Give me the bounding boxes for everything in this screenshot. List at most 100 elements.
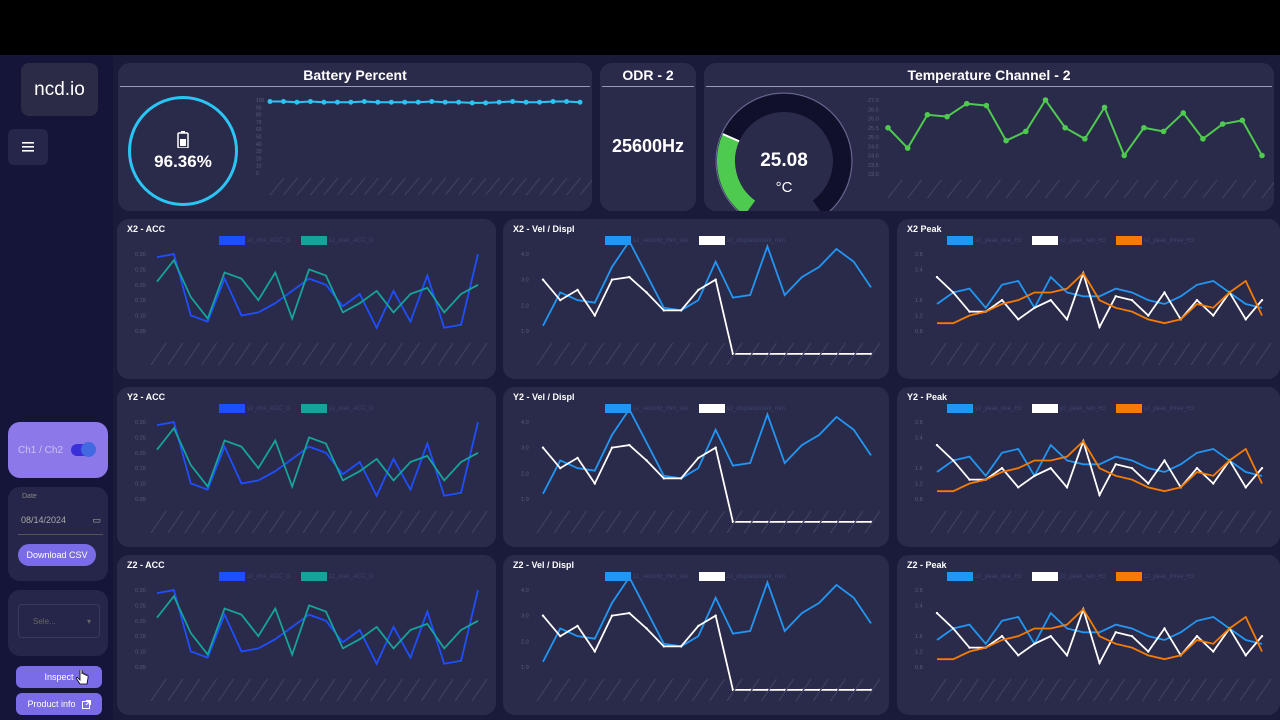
- series-point: [662, 477, 666, 480]
- legend-swatch: [300, 572, 327, 581]
- y-tick-label: 2.4: [915, 267, 923, 273]
- y-tick-label: 1.0: [521, 665, 529, 671]
- download-csv-button[interactable]: Download CSV: [18, 544, 96, 566]
- series-line: [156, 594, 479, 658]
- x-tick-label: [1084, 179, 1100, 199]
- x-tick-label: [778, 678, 795, 702]
- inspect-button[interactable]: Inspect: [16, 666, 102, 688]
- x-tick-label: [420, 342, 437, 366]
- channel-toggle-switch[interactable]: [71, 442, 97, 457]
- line-chart: 2.8 2.4 1.6 1.2 0.8: [915, 420, 1272, 534]
- y-tick-label: 20: [256, 156, 262, 162]
- menu-button[interactable]: [8, 129, 48, 165]
- line-chart: 4.0 3.0 2.0 1.0: [521, 239, 881, 366]
- legend-item[interactable]: z2_peak_two_Hz: [1031, 572, 1106, 581]
- series-line: [937, 607, 1263, 661]
- legend-item[interactable]: z2_max_ACC_G: [300, 572, 374, 581]
- x-tick-label: [657, 342, 674, 366]
- x-tick-label: [864, 510, 881, 534]
- x-tick-label: [1027, 342, 1045, 366]
- legend-swatch: [219, 236, 245, 245]
- series-point: [628, 275, 631, 279]
- x-tick-label: [1060, 678, 1077, 702]
- x-tick-label: [864, 342, 881, 366]
- legend-item[interactable]: y2_peak_two_Hz: [1031, 404, 1106, 413]
- temperature-point: [1160, 128, 1167, 135]
- x-tick-label: [1157, 342, 1175, 366]
- legend-item[interactable]: z2_velocity_mm_sec: [605, 572, 689, 581]
- series-point: [1147, 650, 1150, 653]
- legend-item[interactable]: z2_displacement_mm: [698, 572, 785, 581]
- x-tick-label: [403, 510, 420, 534]
- temperature-point: [1082, 136, 1088, 142]
- legend-swatch: [1115, 236, 1142, 245]
- x-tick-label: [1104, 179, 1120, 199]
- x-tick-label: [1044, 342, 1061, 366]
- x-tick-label: [302, 678, 319, 702]
- legend-item[interactable]: y2_peak_three_Hz: [1115, 404, 1194, 413]
- legend-item[interactable]: x2_peak_two_Hz: [1031, 236, 1106, 245]
- y-tick-label: 0: [256, 171, 259, 177]
- x-tick-label: [350, 177, 366, 196]
- legend-label: x2_peak_three_Hz: [1143, 237, 1195, 244]
- legend-item[interactable]: y2_max_ACC_G: [300, 404, 374, 413]
- y-tick-label: 0.15: [135, 298, 146, 304]
- legend-item[interactable]: y2_peak_one_Hz: [947, 404, 1022, 413]
- legend-item[interactable]: y2_velocity_mm_sec: [605, 404, 689, 413]
- sidebar: ncd.io Ch1 / Ch2 Date 08/14/2024 ▭ Downl…: [0, 55, 113, 720]
- z2-vel-chart-card: Z2 - Vel / Displ z2_velocity_mm_sec z2_dis…: [503, 555, 889, 715]
- series-point: [559, 634, 562, 638]
- legend-item[interactable]: y2_displacement_mm: [698, 404, 785, 413]
- x-tick-label: [302, 342, 319, 366]
- chart-title: Y2 - ACC: [127, 392, 166, 402]
- x-tick-label: [403, 678, 420, 702]
- legend-swatch: [698, 572, 725, 581]
- x-tick-label: [966, 179, 982, 199]
- series-point: [1033, 474, 1036, 478]
- x-tick-label: [377, 177, 393, 196]
- legend-item[interactable]: x2_peak_three_Hz: [1115, 236, 1195, 245]
- x2-peak-chart-card: X2 Peak x2_peak_one_Hz x2_peak_two_Hz x2_pe…: [897, 219, 1280, 379]
- x-tick-label: [1239, 510, 1256, 534]
- y-tick-label: 0.15: [135, 466, 146, 472]
- x-tick-label: [1174, 678, 1191, 702]
- x-tick-label: [930, 678, 947, 702]
- series-point: [1049, 298, 1052, 302]
- calendar-icon[interactable]: ▭: [92, 515, 101, 525]
- x-tick-label: [539, 177, 555, 196]
- y-tick-label: 4.0: [521, 252, 529, 258]
- chart-title: Y2 - Vel / Displ: [513, 392, 575, 402]
- series-point: [1049, 466, 1052, 470]
- legend-item[interactable]: x2_displacement_mm: [698, 236, 785, 245]
- temperature-value: 25.08: [760, 150, 808, 171]
- product-info-button[interactable]: Product info: [16, 693, 102, 715]
- series-point: [1244, 486, 1247, 489]
- x-tick-label: [431, 177, 447, 196]
- sensor-select[interactable]: Sele... ▾: [18, 604, 100, 638]
- legend-item[interactable]: z2_peak_three_Hz: [1115, 572, 1194, 581]
- legend-item[interactable]: x2_rms_ACC_G: [219, 236, 291, 245]
- y-tick-label: 2.0: [521, 471, 529, 477]
- x-tick-label: [979, 510, 996, 534]
- legend-item[interactable]: z2_peak_one_Hz: [947, 572, 1022, 581]
- battery-point: [361, 98, 367, 104]
- y-tick-label: 1.0: [521, 497, 529, 503]
- x-tick-label: [1202, 179, 1218, 199]
- x-tick-label: [570, 678, 588, 702]
- legend-item[interactable]: x2_max_ACC_G: [300, 236, 374, 245]
- x-tick-label: [1076, 678, 1093, 702]
- x-tick-label: [588, 678, 605, 702]
- x-tick-label: [930, 342, 947, 366]
- odr-card: ODR - 2 25600Hz: [600, 63, 696, 211]
- date-input[interactable]: 08/14/2024 ▭: [18, 507, 103, 535]
- legend-item[interactable]: x2_peak_one_Hz: [947, 236, 1022, 245]
- x-tick-label: [946, 510, 963, 534]
- legend-item[interactable]: y2_rms_ACC_G: [219, 404, 291, 413]
- legend-item[interactable]: z2_rms_ACC_G: [219, 572, 291, 581]
- series-point: [697, 456, 700, 460]
- x-tick-label: [319, 678, 336, 702]
- legend-item[interactable]: x2_velocity_mm_sec: [605, 236, 689, 245]
- temperature-point: [1022, 128, 1029, 135]
- date-label: Date: [22, 493, 37, 500]
- series-point: [1065, 318, 1069, 321]
